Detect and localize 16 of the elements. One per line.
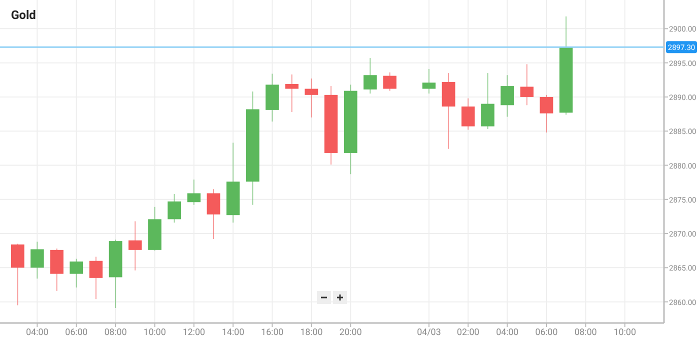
x-tick-label: 04:00 xyxy=(496,328,519,338)
x-tick-label: 08:00 xyxy=(574,328,597,338)
x-tick-label: 04/03 xyxy=(416,328,441,338)
x-tick-label: 06:00 xyxy=(65,328,88,338)
x-tick-label: 10:00 xyxy=(144,328,166,338)
x-tick-label: 20:00 xyxy=(339,328,362,338)
x-tick-label: 06:00 xyxy=(535,328,558,338)
x-tick-label: 16:00 xyxy=(261,328,284,338)
x-tick-label: 04:00 xyxy=(26,328,48,338)
x-tick-label: 02:00 xyxy=(456,328,480,338)
x-tick-label: 10:00 xyxy=(614,328,636,338)
x-tick-label: 18:00 xyxy=(300,328,323,338)
x-tick-label: 12:00 xyxy=(182,328,206,338)
text: Gold xyxy=(11,8,36,22)
x-tick-label: 14:00 xyxy=(222,328,244,338)
x-tick-label: 08:00 xyxy=(104,328,127,338)
